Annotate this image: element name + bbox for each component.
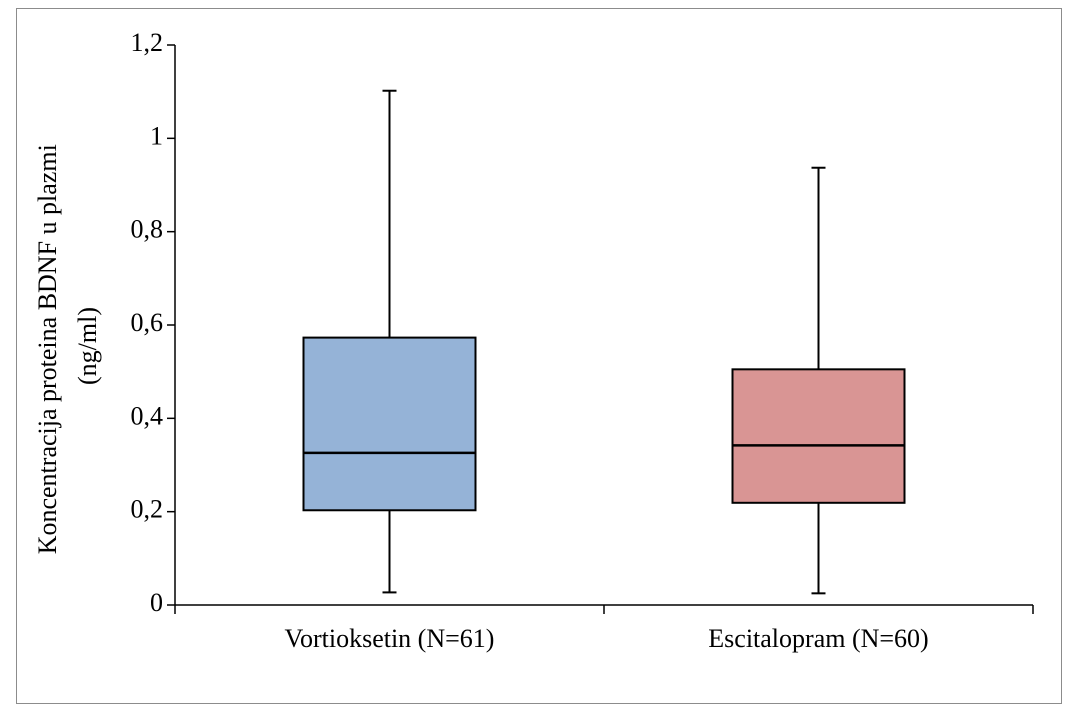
y-tick-label-1: 0,2	[131, 495, 164, 524]
y-tick-label-6: 1,2	[131, 28, 164, 57]
box-1	[731, 368, 906, 504]
y-tick-label-5: 1	[150, 121, 163, 150]
y-axis-label-line-2: (ng/ml)	[73, 307, 102, 385]
y-tick-label-3: 0,6	[131, 308, 164, 337]
y-tick-label-2: 0,4	[131, 401, 164, 430]
category-label-1: Escitalopram (N=60)	[708, 624, 928, 653]
y-axis-label: Koncentracija proteina BDNF u plazmi (ng…	[33, 138, 102, 555]
y-tick-label-4: 0,8	[131, 215, 164, 244]
y-axis-label-line-1: Koncentracija proteina BDNF u plazmi	[33, 144, 62, 554]
y-tick-label-0: 0	[150, 588, 163, 617]
box-0	[302, 336, 477, 512]
category-label-0: Vortioksetin (N=61)	[285, 624, 495, 653]
plot-area: 0 0,2 0,4 0,6 0,8 1 1,2 Vortioksetin (N=61) Esci…	[131, 28, 1034, 653]
chart-frame	[16, 8, 1062, 704]
